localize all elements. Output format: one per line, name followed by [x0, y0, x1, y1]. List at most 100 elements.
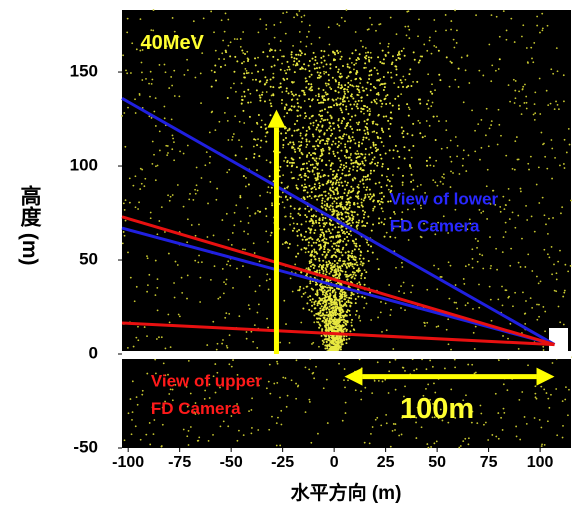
- particle-dot: [236, 38, 238, 40]
- particle-dot: [342, 315, 344, 317]
- particle-dot: [144, 178, 146, 180]
- particle-dot: [318, 258, 320, 260]
- particle-dot: [419, 59, 421, 61]
- particle-dot: [168, 253, 170, 255]
- particle-dot: [322, 232, 324, 234]
- particle-dot: [339, 292, 341, 294]
- particle-dot: [564, 290, 566, 292]
- particle-dot: [167, 145, 169, 147]
- particle-dot: [210, 11, 212, 13]
- particle-dot: [311, 74, 313, 76]
- particle-dot: [321, 278, 323, 280]
- particle-dot: [361, 100, 363, 102]
- particle-dot: [408, 239, 410, 241]
- particle-dot: [267, 327, 269, 329]
- particle-dot: [331, 246, 333, 248]
- particle-dot: [358, 248, 360, 250]
- particle-dot: [169, 200, 171, 202]
- particle-dot: [326, 314, 328, 316]
- particle-dot: [348, 207, 350, 209]
- particle-dot: [214, 363, 216, 365]
- particle-dot: [221, 52, 223, 54]
- particle-dot: [206, 344, 208, 346]
- particle-dot: [339, 235, 341, 237]
- particle-dot: [500, 211, 502, 213]
- particle-dot: [367, 51, 369, 53]
- particle-dot: [318, 88, 320, 90]
- particle-dot: [324, 256, 326, 258]
- particle-dot: [214, 129, 216, 131]
- particle-dot: [327, 251, 329, 253]
- particle-dot: [321, 320, 323, 322]
- particle-dot: [336, 173, 338, 175]
- particle-dot: [323, 226, 325, 228]
- particle-dot: [313, 52, 315, 54]
- particle-dot: [385, 302, 387, 304]
- particle-dot: [384, 218, 386, 220]
- particle-dot: [277, 417, 279, 419]
- particle-dot: [289, 128, 291, 130]
- particle-dot: [326, 266, 328, 268]
- particle-dot: [329, 236, 331, 238]
- particle-dot: [246, 338, 248, 340]
- particle-dot: [563, 324, 565, 326]
- particle-dot: [341, 120, 343, 122]
- particle-dot: [367, 250, 369, 252]
- particle-dot: [344, 88, 346, 90]
- particle-dot: [385, 115, 387, 117]
- particle-dot: [209, 162, 211, 164]
- particle-dot: [334, 337, 336, 339]
- particle-dot: [400, 93, 402, 95]
- particle-dot: [311, 187, 313, 189]
- particle-dot: [315, 167, 317, 169]
- particle-dot: [200, 73, 202, 75]
- particle-dot: [317, 168, 319, 170]
- particle-dot: [342, 292, 344, 294]
- particle-dot: [209, 181, 211, 183]
- particle-dot: [343, 263, 345, 265]
- particle-dot: [319, 244, 321, 246]
- particle-dot: [376, 258, 378, 260]
- particle-dot: [262, 69, 264, 71]
- particle-dot: [379, 43, 381, 45]
- particle-dot: [336, 50, 338, 52]
- particle-dot: [371, 24, 373, 26]
- particle-dot: [385, 55, 387, 57]
- particle-dot: [303, 186, 305, 188]
- particle-dot: [567, 414, 569, 416]
- particle-dot: [374, 206, 376, 208]
- particle-dot: [497, 144, 499, 146]
- particle-dot: [349, 222, 351, 224]
- particle-dot: [250, 432, 252, 434]
- particle-dot: [164, 106, 166, 108]
- particle-dot: [301, 223, 303, 225]
- particle-dot: [227, 45, 229, 47]
- particle-dot: [165, 348, 167, 350]
- particle-dot: [358, 219, 360, 221]
- particle-dot: [475, 14, 477, 16]
- y-tick-label: 50: [79, 250, 98, 269]
- particle-dot: [568, 128, 570, 130]
- particle-dot: [562, 400, 564, 402]
- particle-dot: [210, 279, 212, 281]
- particle-dot: [359, 258, 361, 260]
- particle-dot: [281, 99, 283, 101]
- particle-dot: [407, 209, 409, 211]
- particle-dot: [370, 57, 372, 59]
- particle-dot: [359, 181, 361, 183]
- particle-dot: [220, 425, 222, 427]
- particle-dot: [336, 245, 338, 247]
- particle-dot: [337, 262, 339, 264]
- particle-dot: [311, 191, 313, 193]
- particle-dot: [395, 423, 397, 425]
- particle-dot: [407, 26, 409, 28]
- particle-dot: [290, 205, 292, 207]
- particle-dot: [345, 412, 347, 414]
- particle-dot: [488, 44, 490, 46]
- particle-dot: [463, 278, 465, 280]
- particle-dot: [358, 121, 360, 123]
- particle-dot: [500, 417, 502, 419]
- particle-dot: [264, 100, 266, 102]
- particle-dot: [387, 46, 389, 48]
- particle-dot: [280, 410, 282, 412]
